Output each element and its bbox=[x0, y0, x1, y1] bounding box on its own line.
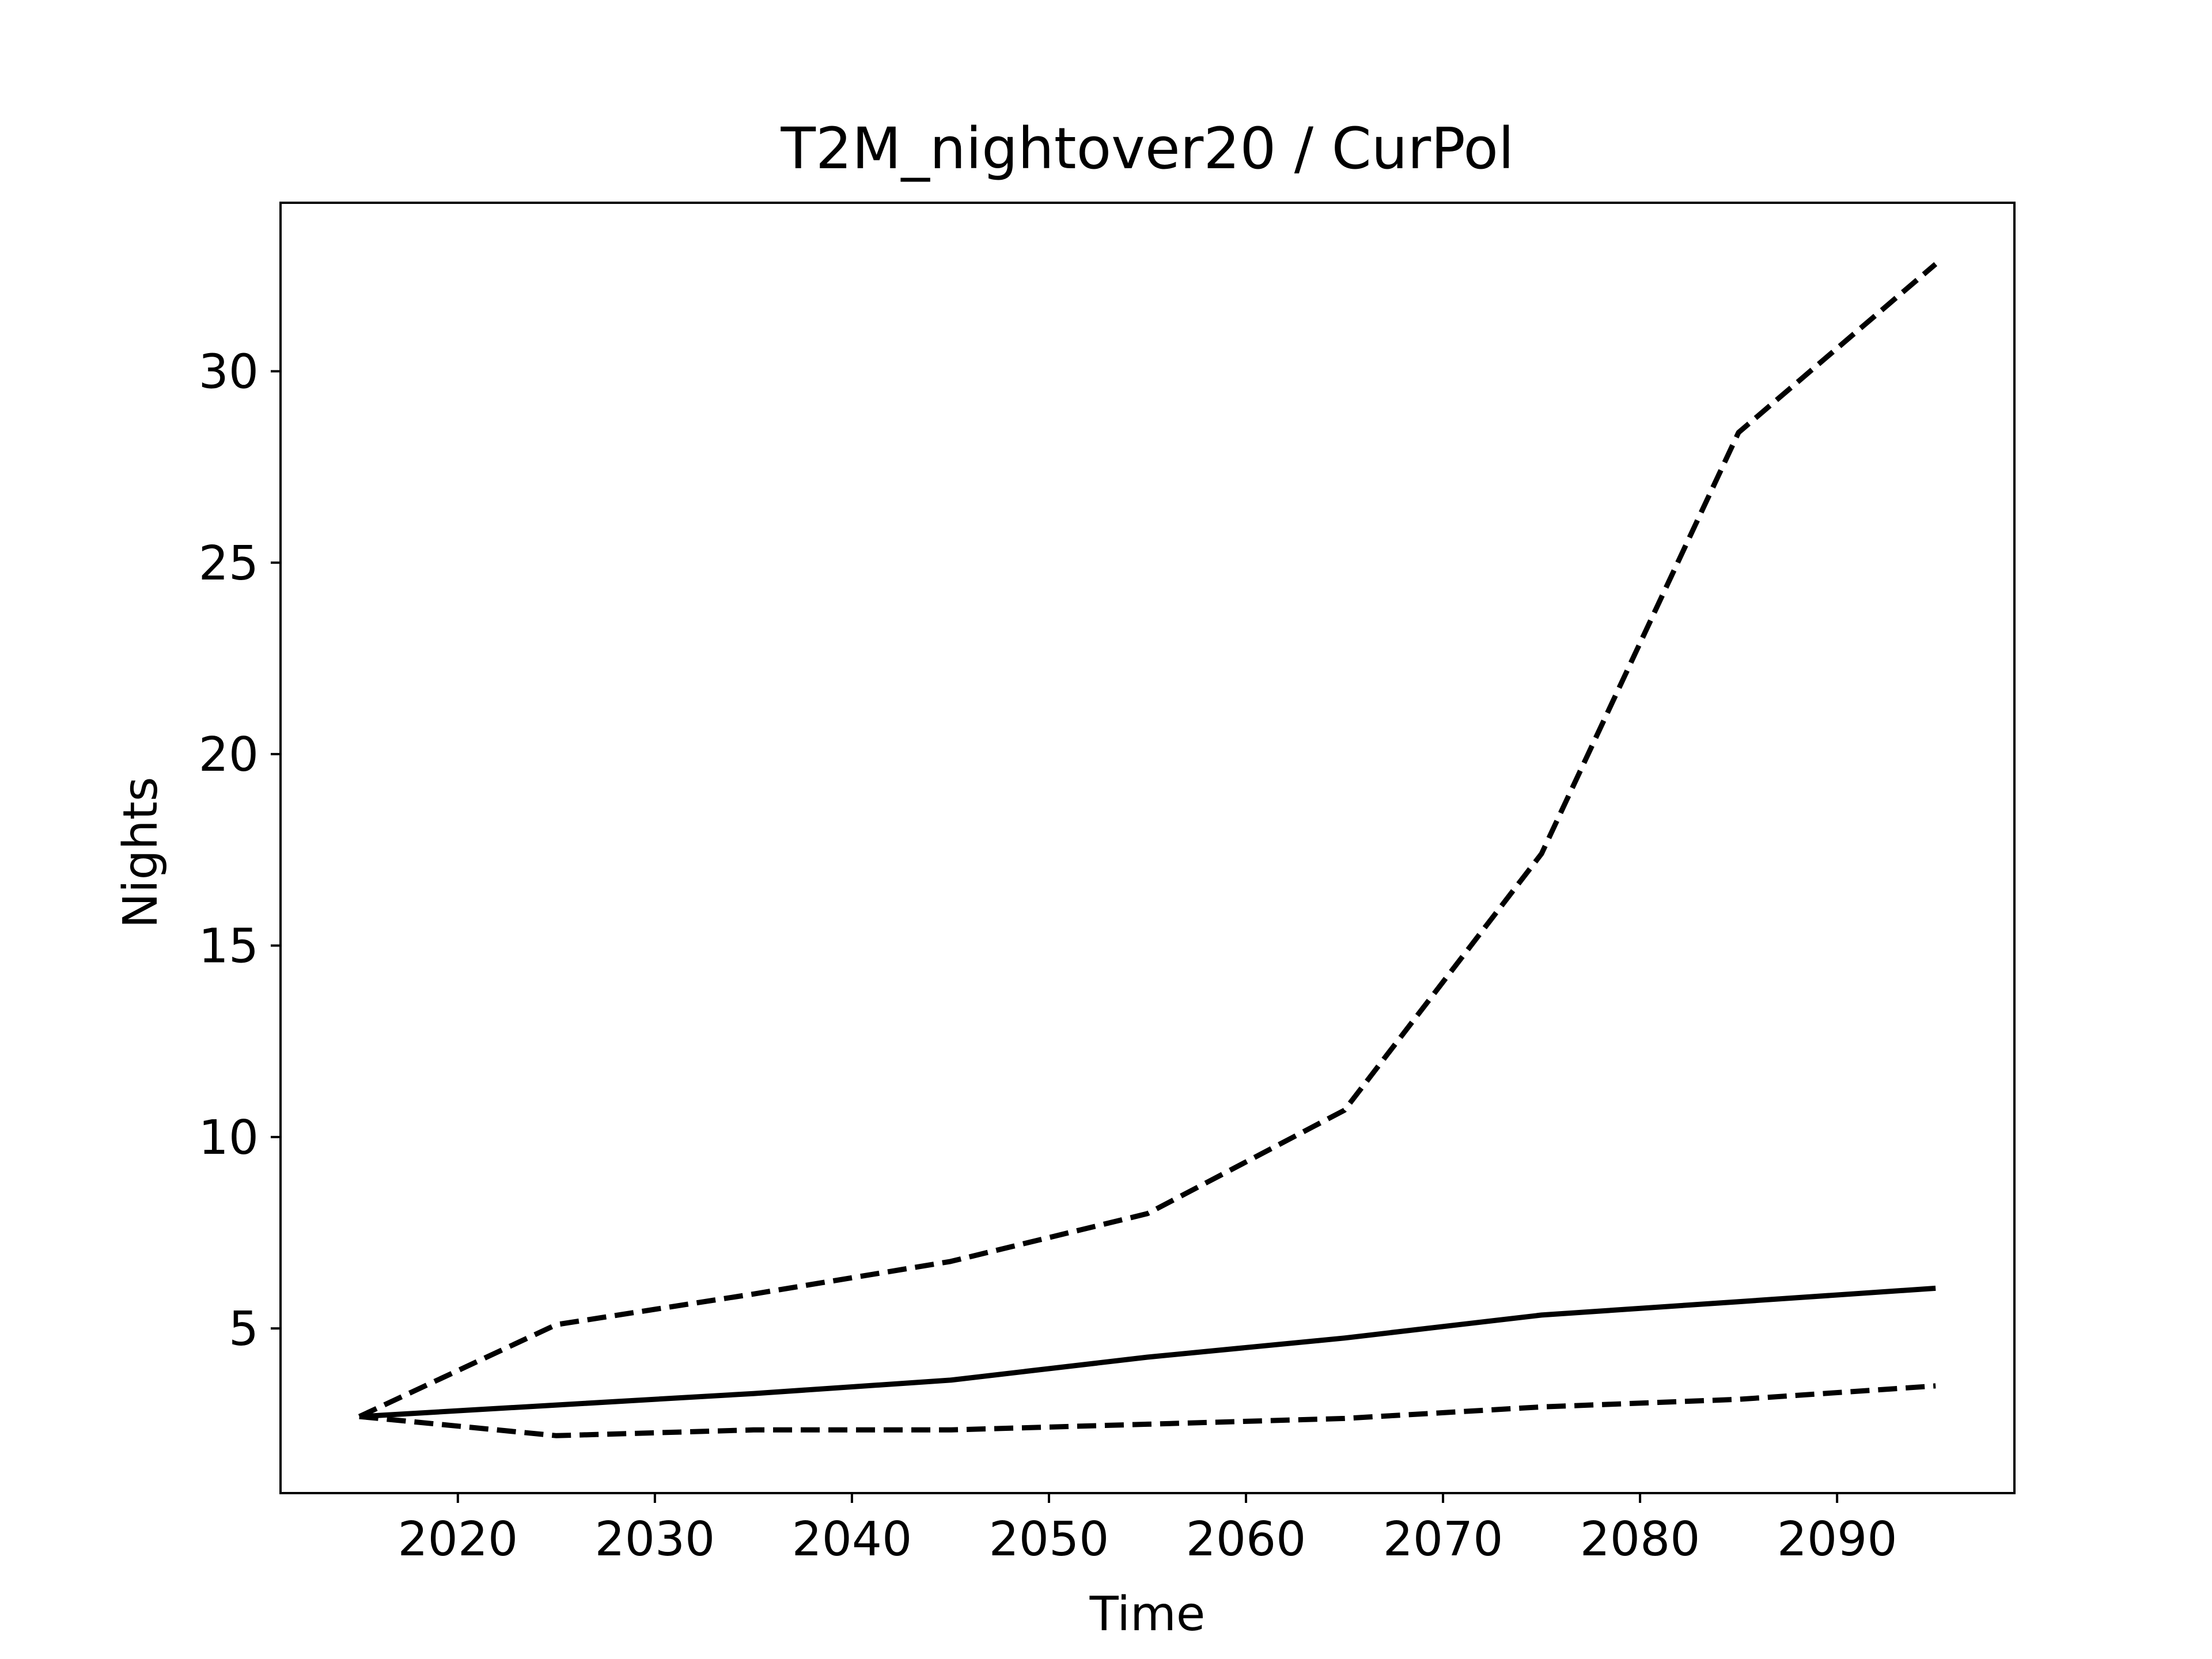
x-tick-label: 2080 bbox=[1580, 1512, 1700, 1567]
x-tick-label: 2040 bbox=[792, 1512, 912, 1567]
x-tick-label: 2090 bbox=[1777, 1512, 1897, 1567]
y-tick-label: 20 bbox=[199, 728, 259, 782]
chart-title: T2M_nightover20 / CurPol bbox=[781, 116, 1514, 182]
series-line-3 bbox=[359, 1383, 1936, 1438]
y-tick-label: 30 bbox=[199, 344, 259, 399]
x-axis-label: Time bbox=[1089, 1587, 1206, 1642]
y-tick-label: 5 bbox=[229, 1302, 259, 1357]
y-axis-label: Nights bbox=[113, 777, 168, 928]
x-tick-label: 2020 bbox=[397, 1512, 518, 1567]
y-tick-label: 15 bbox=[199, 919, 259, 974]
x-tick-label: 2070 bbox=[1383, 1512, 1503, 1567]
y-tick-label: 10 bbox=[199, 1111, 259, 1165]
x-tick-label: 2060 bbox=[1186, 1512, 1306, 1567]
series-line-1 bbox=[359, 1285, 1936, 1419]
x-tick-label: 2050 bbox=[989, 1512, 1109, 1567]
x-tick-label: 2030 bbox=[595, 1512, 715, 1567]
plot-frame bbox=[279, 202, 2016, 1494]
y-tick-label: 25 bbox=[199, 536, 259, 591]
series-line-2 bbox=[358, 262, 1938, 1419]
